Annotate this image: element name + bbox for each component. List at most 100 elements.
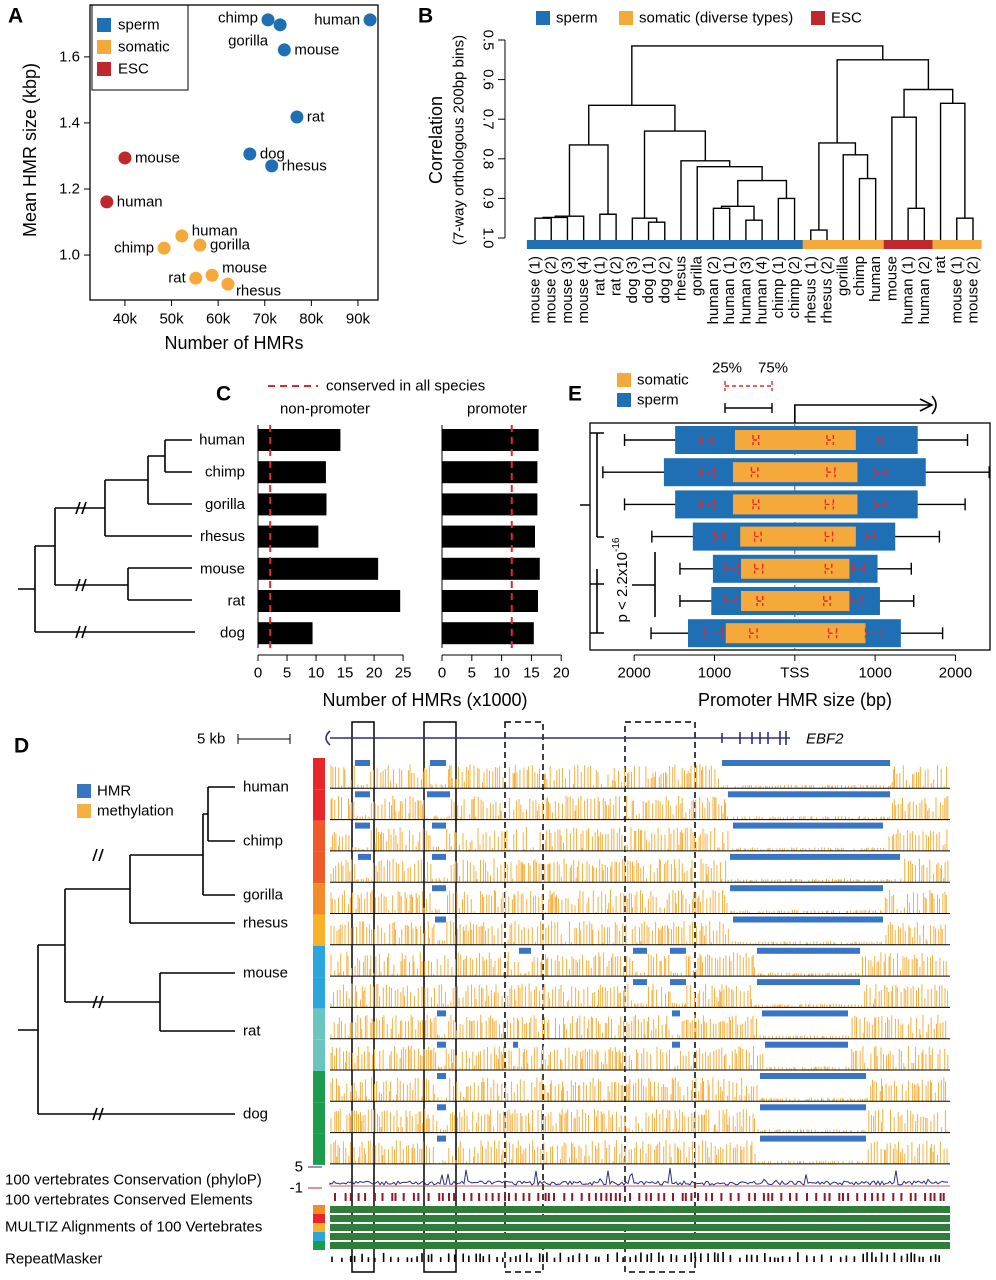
alignment-band <box>330 1215 950 1222</box>
category-label: chimp <box>205 464 245 481</box>
phylop-texture <box>329 1167 949 1187</box>
bar <box>442 493 538 516</box>
hmr-segment <box>762 1010 848 1017</box>
x-axis-label: Number of HMRs (x1000) <box>322 690 527 710</box>
hmr-segment <box>519 947 531 954</box>
highlight-box <box>504 721 544 1273</box>
legend-label: sperm <box>556 10 598 27</box>
point <box>118 151 132 165</box>
hmr-segment <box>513 1041 518 1048</box>
leaf-group-bar <box>689 240 706 249</box>
leaf-group-bar <box>640 240 658 249</box>
quantile-range <box>826 435 835 445</box>
species-tree <box>18 439 195 633</box>
species-tree <box>18 786 235 1115</box>
leaf-label: human (2) <box>916 256 933 324</box>
species-tree <box>580 432 656 634</box>
quantile-range <box>864 531 876 542</box>
leaf-group-bar <box>608 240 625 249</box>
point <box>157 241 171 255</box>
y-tick-label: 1.4 <box>59 114 80 131</box>
species-sidebar <box>313 820 325 852</box>
gene-model <box>325 730 790 746</box>
hmr-segment <box>633 947 647 954</box>
leaf-label: human (2) <box>705 256 722 324</box>
hmr-segment <box>730 853 900 860</box>
legend-whisker <box>724 403 773 413</box>
hmr-segment <box>672 1010 680 1017</box>
species-sidebar <box>313 758 325 790</box>
track-label: 100 vertebrates Conserved Elements <box>5 1192 253 1209</box>
leaf-label: rat (2) <box>608 256 625 296</box>
point-label: rhesus <box>282 157 327 174</box>
track-label: RepeatMasker <box>5 1251 103 1268</box>
legend-quantile: 25% <box>712 360 742 377</box>
dendrogram-link <box>712 207 731 240</box>
quantile-range <box>749 628 758 639</box>
hmr-segment <box>733 822 883 829</box>
p-value-text: p < 2.2x10 <box>614 552 631 622</box>
leaf-label: mouse (3) <box>559 256 576 324</box>
species-sidebar <box>313 851 325 884</box>
x-tick-label: 2000 <box>617 665 650 682</box>
point-label: rat <box>168 270 186 287</box>
leaf-group-bar <box>737 240 755 249</box>
hmr-segment <box>728 791 890 798</box>
hmr-segment <box>355 760 370 766</box>
dendrogram-link <box>745 219 763 240</box>
panel-letter: E <box>568 383 582 406</box>
methylation-texture <box>330 827 948 851</box>
x-tick-label: 80k <box>299 311 324 328</box>
leaf-label: gorilla <box>835 255 852 296</box>
hmr-segment <box>722 760 890 766</box>
alignment-band <box>330 1224 950 1231</box>
x-axis-label: Promoter HMR size (bp) <box>698 690 892 710</box>
dendrogram-link <box>647 221 666 240</box>
quantile-range <box>876 435 884 445</box>
legend-swatch <box>617 373 631 387</box>
dendrogram-link <box>588 104 676 145</box>
leaf-group-bar <box>818 240 836 249</box>
x-tick-label: TSS <box>780 665 809 682</box>
y-tick-label: 0.5 <box>480 30 497 51</box>
quantile-range <box>753 563 764 574</box>
leaf-group-bar <box>526 240 544 249</box>
y-tick-label: 0.7 <box>480 109 497 130</box>
legend-quantile: 75% <box>758 360 788 377</box>
y-axis-sublabel: (7-way orthologous 200bp bins) <box>451 35 468 245</box>
legend-swatch <box>619 11 633 25</box>
y-tick-label: 1.0 <box>59 247 80 264</box>
dendrogram-link <box>858 177 877 240</box>
point-label: dog <box>260 145 285 162</box>
x-tick-label: 5 <box>283 665 291 682</box>
quantile-range <box>750 467 759 478</box>
repeatmasker <box>331 1252 940 1262</box>
x-tick-label: 90k <box>346 311 371 328</box>
species-sidebar <box>313 914 325 946</box>
hmr-segment <box>427 791 450 798</box>
track-label: 100 vertebrates Conservation (phyloP) <box>5 1172 262 1189</box>
point <box>243 147 257 161</box>
x-tick-label: 2000 <box>939 665 972 682</box>
legend-label: conserved in all species <box>326 378 485 395</box>
point-label: gorilla <box>228 32 269 49</box>
dendrogram-link <box>836 59 930 143</box>
leaf-group-bar <box>543 240 560 249</box>
point-label: mouse <box>222 260 267 277</box>
x-tick-label: 70k <box>253 311 278 328</box>
quantile-range <box>724 596 738 606</box>
quantile-range <box>874 499 887 510</box>
bar <box>258 590 401 612</box>
dendrogram-link <box>568 144 609 217</box>
leaf-label: chimp (2) <box>786 256 803 319</box>
conserved-elements <box>334 1193 945 1201</box>
species-sidebar <box>313 945 325 978</box>
leaf-label: rhesus (1) <box>802 256 819 324</box>
alignment-band <box>330 1233 950 1240</box>
leaf-group-bar <box>559 240 577 249</box>
legend-swatch <box>97 40 111 54</box>
plot-frame <box>89 4 379 301</box>
x-tick-label: 25 <box>395 665 412 682</box>
leaf-label: dog (1) <box>640 256 657 304</box>
dendrogram-link <box>554 215 585 240</box>
